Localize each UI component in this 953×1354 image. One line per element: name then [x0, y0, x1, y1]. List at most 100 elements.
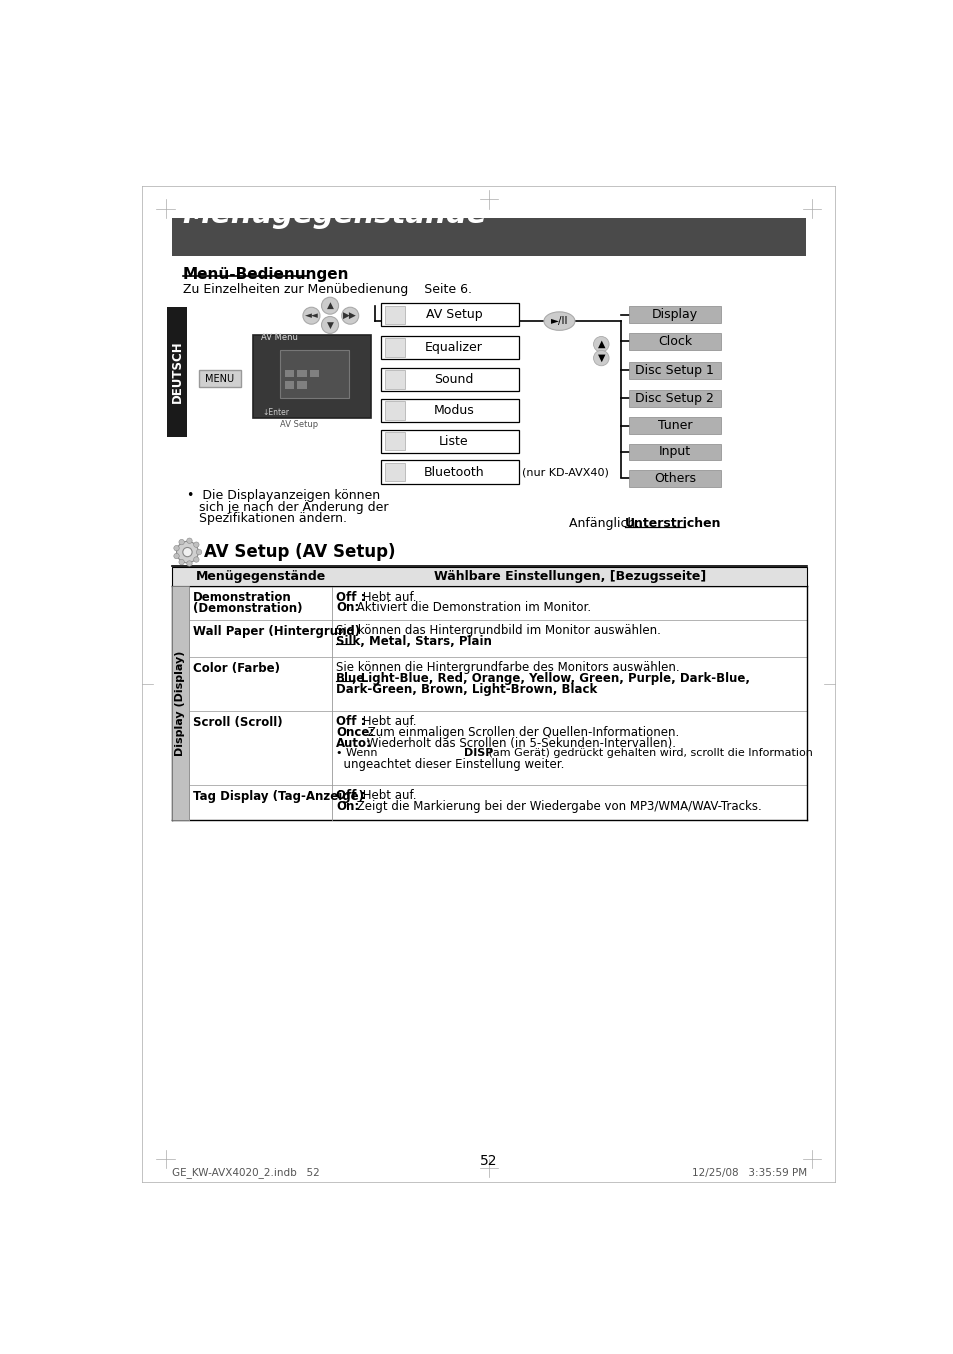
FancyBboxPatch shape: [199, 371, 241, 387]
Circle shape: [187, 561, 192, 566]
Text: Once:: Once:: [335, 726, 375, 739]
Text: Others: Others: [653, 471, 695, 485]
Text: On:: On:: [335, 601, 359, 615]
Circle shape: [173, 546, 179, 551]
Text: Spezifikationen ändern.: Spezifikationen ändern.: [187, 512, 346, 525]
FancyBboxPatch shape: [381, 460, 518, 483]
Text: Wall Paper (Hintergrund): Wall Paper (Hintergrund): [193, 626, 359, 638]
Text: Zu Einzelheiten zur Menübedienung    Seite 6.: Zu Einzelheiten zur Menübedienung Seite …: [183, 283, 472, 295]
Text: Hebt auf.: Hebt auf.: [359, 789, 416, 803]
FancyBboxPatch shape: [189, 784, 806, 821]
Text: Anfänglich:: Anfänglich:: [568, 517, 642, 531]
Text: Unterstrichen: Unterstrichen: [624, 517, 720, 531]
FancyBboxPatch shape: [253, 334, 371, 418]
FancyBboxPatch shape: [629, 417, 720, 435]
Text: Off :: Off :: [335, 715, 365, 728]
FancyBboxPatch shape: [297, 382, 307, 389]
Text: Modus: Modus: [434, 403, 474, 417]
Text: Wählbare Einstellungen, [Bezugsseite]: Wählbare Einstellungen, [Bezugsseite]: [434, 570, 705, 584]
Text: sich je nach der Änderung der: sich je nach der Änderung der: [187, 501, 388, 515]
Text: (am Gerät) gedrückt gehalten wird, scrollt die Information: (am Gerät) gedrückt gehalten wird, scrol…: [484, 747, 812, 758]
FancyBboxPatch shape: [629, 306, 720, 324]
Text: Color (Farbe): Color (Farbe): [193, 662, 279, 676]
FancyBboxPatch shape: [189, 620, 806, 657]
FancyBboxPatch shape: [629, 444, 720, 460]
Circle shape: [321, 317, 338, 333]
FancyBboxPatch shape: [189, 657, 806, 711]
Text: AV Setup: AV Setup: [425, 309, 482, 321]
FancyBboxPatch shape: [285, 382, 294, 389]
FancyBboxPatch shape: [381, 336, 518, 359]
FancyBboxPatch shape: [381, 303, 518, 326]
FancyBboxPatch shape: [189, 586, 806, 620]
FancyBboxPatch shape: [172, 218, 805, 256]
FancyBboxPatch shape: [385, 371, 405, 389]
Text: Tuner: Tuner: [657, 420, 692, 432]
Text: ▼: ▼: [597, 353, 604, 363]
Text: DEUTSCH: DEUTSCH: [171, 341, 184, 403]
Circle shape: [183, 547, 192, 556]
Circle shape: [173, 554, 179, 559]
Text: Silk, Metal, Stars, Plain: Silk, Metal, Stars, Plain: [335, 635, 492, 649]
Text: Display (Display): Display (Display): [175, 650, 185, 756]
Text: Menü-Bedienungen: Menü-Bedienungen: [183, 267, 349, 282]
Text: AV Setup (AV Setup): AV Setup (AV Setup): [204, 543, 395, 561]
FancyBboxPatch shape: [629, 333, 720, 349]
Circle shape: [196, 550, 202, 555]
Text: ungeachtet dieser Einstellung weiter.: ungeachtet dieser Einstellung weiter.: [335, 758, 564, 772]
Text: Aktiviert die Demonstration im Monitor.: Aktiviert die Demonstration im Monitor.: [353, 601, 591, 615]
Text: MENU: MENU: [205, 374, 234, 383]
Text: Clock: Clock: [658, 334, 691, 348]
Circle shape: [193, 542, 199, 547]
FancyBboxPatch shape: [172, 567, 806, 586]
Text: Display: Display: [651, 309, 698, 321]
Circle shape: [179, 539, 184, 544]
Text: Tag Display (Tag-Anzeige): Tag Display (Tag-Anzeige): [193, 789, 363, 803]
Text: GE_KW-AVX4020_2.indb   52: GE_KW-AVX4020_2.indb 52: [172, 1167, 319, 1178]
Circle shape: [341, 307, 358, 324]
Circle shape: [321, 298, 338, 314]
FancyBboxPatch shape: [629, 362, 720, 379]
Text: 52: 52: [479, 1154, 497, 1169]
Text: DISP: DISP: [464, 747, 493, 758]
Text: Sie können das Hintergrundbild im Monitor auswählen.: Sie können das Hintergrundbild im Monito…: [335, 624, 660, 638]
FancyBboxPatch shape: [297, 370, 307, 378]
Circle shape: [303, 307, 319, 324]
Text: ◄◄: ◄◄: [304, 311, 318, 320]
Text: Input: Input: [659, 445, 690, 459]
Text: Hebt auf.: Hebt auf.: [359, 715, 416, 728]
Circle shape: [187, 538, 192, 543]
FancyBboxPatch shape: [629, 390, 720, 406]
Text: ►/II: ►/II: [550, 315, 568, 326]
Text: Sie können die Hintergrundfarbe des Monitors auswählen.: Sie können die Hintergrundfarbe des Moni…: [335, 662, 679, 674]
Ellipse shape: [543, 311, 575, 330]
Text: , Light-Blue, Red, Orange, Yellow, Green, Purple, Dark-Blue,: , Light-Blue, Red, Orange, Yellow, Green…: [352, 672, 749, 685]
Text: Sound: Sound: [434, 374, 474, 386]
Circle shape: [593, 337, 608, 352]
Text: 12/25/08   3:35:59 PM: 12/25/08 3:35:59 PM: [692, 1167, 806, 1178]
Text: Off :: Off :: [335, 590, 365, 604]
Text: (Demonstration): (Demonstration): [193, 603, 302, 615]
Text: Auto:: Auto:: [335, 737, 372, 750]
FancyBboxPatch shape: [167, 307, 187, 436]
Text: Demonstration: Demonstration: [193, 592, 292, 604]
Text: Zeigt die Markierung bei der Wiedergabe von MP3/WMA/WAV-Tracks.: Zeigt die Markierung bei der Wiedergabe …: [353, 800, 761, 812]
Text: Wiederholt das Scrollen (in 5-Sekunden-Intervallen).: Wiederholt das Scrollen (in 5-Sekunden-I…: [362, 737, 675, 750]
Text: Zum einmaligen Scrollen der Quellen-Informationen.: Zum einmaligen Scrollen der Quellen-Info…: [364, 726, 679, 739]
FancyBboxPatch shape: [310, 370, 319, 378]
Text: Liste: Liste: [438, 435, 468, 448]
Text: Hebt auf.: Hebt auf.: [359, 590, 416, 604]
Text: Disc Setup 1: Disc Setup 1: [635, 364, 714, 376]
FancyBboxPatch shape: [381, 429, 518, 452]
Text: ▲: ▲: [597, 340, 604, 349]
Text: Bluetooth: Bluetooth: [423, 466, 484, 478]
Circle shape: [179, 559, 184, 565]
Text: Menügegenstände: Menügegenstände: [183, 200, 487, 229]
Text: ▼: ▼: [326, 321, 334, 329]
FancyBboxPatch shape: [385, 306, 405, 324]
FancyBboxPatch shape: [381, 399, 518, 422]
Text: •  Die Displayanzeigen können: • Die Displayanzeigen können: [187, 489, 379, 502]
Text: ▲: ▲: [326, 301, 334, 310]
Text: ↓Enter: ↓Enter: [262, 408, 290, 417]
Text: AV Menu: AV Menu: [261, 333, 297, 343]
